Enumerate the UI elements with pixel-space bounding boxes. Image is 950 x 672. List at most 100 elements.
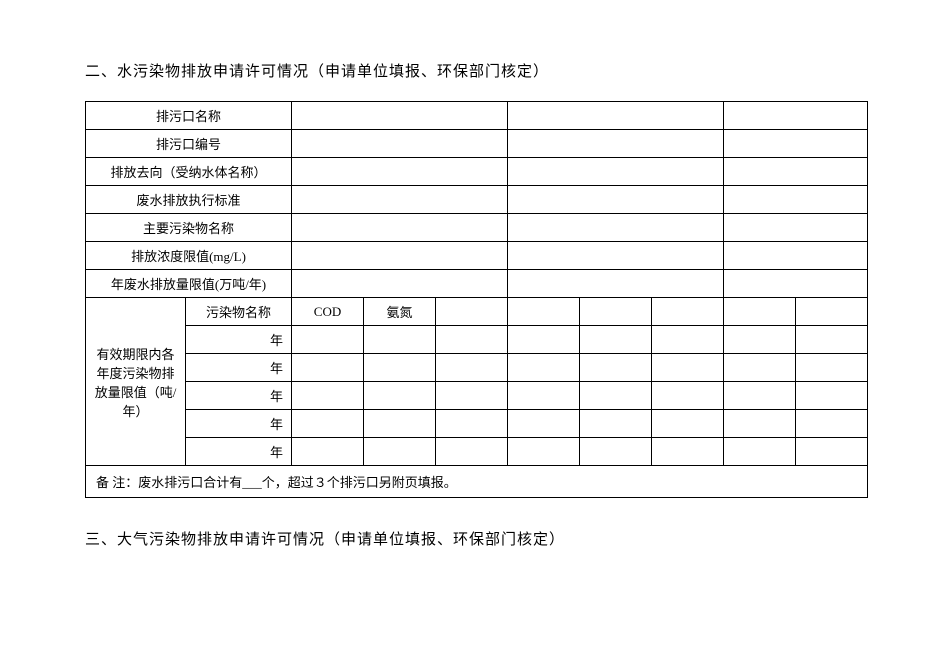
cell-value[interactable] [724, 270, 868, 298]
cell-year-label[interactable]: 年 [186, 382, 292, 410]
cell-value[interactable] [364, 382, 436, 410]
cell-value[interactable] [292, 326, 364, 354]
cell-value[interactable] [652, 326, 724, 354]
cell-value[interactable] [724, 214, 868, 242]
cell-value[interactable] [508, 186, 724, 214]
cell-value[interactable] [652, 298, 724, 326]
water-pollutant-table: 排污口名称 排污口编号 排放去向（受纳水体名称） 废水排放执行标准 主要污染物名… [85, 101, 868, 498]
cell-year-label[interactable]: 年 [186, 326, 292, 354]
table-row: 年 [86, 410, 868, 438]
cell-value[interactable] [364, 354, 436, 382]
row-label-period-limit: 有效期限内各年度污染物排放量限值（吨/年） [86, 298, 186, 466]
cell-value[interactable] [508, 298, 580, 326]
cell-value[interactable] [724, 242, 868, 270]
cell-value[interactable] [508, 354, 580, 382]
cell-value[interactable] [652, 410, 724, 438]
cell-value[interactable] [292, 130, 508, 158]
section2-heading: 二、水污染物排放申请许可情况（申请单位填报、环保部门核定） [85, 60, 865, 81]
cell-value[interactable] [724, 186, 868, 214]
cell-value[interactable] [436, 326, 508, 354]
cell-year-label[interactable]: 年 [186, 410, 292, 438]
cell-value[interactable] [436, 382, 508, 410]
cell-value[interactable] [508, 102, 724, 130]
table-row: 年 [86, 326, 868, 354]
cell-value[interactable] [292, 354, 364, 382]
table-row: 有效期限内各年度污染物排放量限值（吨/年） 污染物名称 COD 氨氮 [86, 298, 868, 326]
row-label-annual-volume-limit: 年废水排放量限值(万吨/年) [86, 270, 292, 298]
table-row: 废水排放执行标准 [86, 186, 868, 214]
cell-value[interactable] [724, 354, 796, 382]
cell-nh3n: 氨氮 [364, 298, 436, 326]
cell-value[interactable] [796, 438, 868, 466]
cell-value[interactable] [508, 130, 724, 158]
cell-value[interactable] [292, 186, 508, 214]
table-row: 年 [86, 354, 868, 382]
cell-value[interactable] [292, 158, 508, 186]
cell-value[interactable] [724, 326, 796, 354]
cell-value[interactable] [292, 214, 508, 242]
table-row: 主要污染物名称 [86, 214, 868, 242]
cell-value[interactable] [508, 242, 724, 270]
cell-value[interactable] [724, 410, 796, 438]
cell-year-label[interactable]: 年 [186, 438, 292, 466]
cell-value[interactable] [508, 326, 580, 354]
cell-value[interactable] [580, 410, 652, 438]
cell-value[interactable] [580, 382, 652, 410]
table-row: 年废水排放量限值(万吨/年) [86, 270, 868, 298]
table-row: 排放去向（受纳水体名称） [86, 158, 868, 186]
cell-value[interactable] [724, 158, 868, 186]
cell-value[interactable] [292, 410, 364, 438]
table-row: 排污口编号 [86, 130, 868, 158]
cell-value[interactable] [796, 410, 868, 438]
cell-value[interactable] [580, 298, 652, 326]
row-label-standard: 废水排放执行标准 [86, 186, 292, 214]
cell-value[interactable] [508, 158, 724, 186]
cell-value[interactable] [580, 438, 652, 466]
cell-value[interactable] [508, 214, 724, 242]
cell-value[interactable] [580, 326, 652, 354]
cell-value[interactable] [724, 382, 796, 410]
cell-value[interactable] [652, 382, 724, 410]
table-row: 排放浓度限值(mg/L) [86, 242, 868, 270]
cell-value[interactable] [796, 298, 868, 326]
row-label-concentration-limit: 排放浓度限值(mg/L) [86, 242, 292, 270]
cell-value[interactable] [292, 242, 508, 270]
cell-value[interactable] [508, 410, 580, 438]
cell-value[interactable] [724, 130, 868, 158]
cell-value[interactable] [292, 382, 364, 410]
cell-value[interactable] [580, 354, 652, 382]
cell-note: 备 注：废水排污口合计有___个，超过３个排污口另附页填报。 [86, 466, 868, 498]
cell-pollutant-name: 污染物名称 [186, 298, 292, 326]
table-row: 年 [86, 382, 868, 410]
cell-value[interactable] [292, 438, 364, 466]
row-label-main-pollutant: 主要污染物名称 [86, 214, 292, 242]
cell-value[interactable] [796, 382, 868, 410]
row-label-direction: 排放去向（受纳水体名称） [86, 158, 292, 186]
table-row: 备 注：废水排污口合计有___个，超过３个排污口另附页填报。 [86, 466, 868, 498]
cell-value[interactable] [796, 326, 868, 354]
cell-value[interactable] [508, 270, 724, 298]
cell-value[interactable] [364, 410, 436, 438]
cell-value[interactable] [508, 382, 580, 410]
cell-value[interactable] [364, 438, 436, 466]
cell-value[interactable] [652, 354, 724, 382]
cell-value[interactable] [292, 102, 508, 130]
cell-value[interactable] [796, 354, 868, 382]
section3-heading: 三、大气污染物排放申请许可情况（申请单位填报、环保部门核定） [85, 528, 865, 549]
row-label-outlet-number: 排污口编号 [86, 130, 292, 158]
cell-value[interactable] [292, 270, 508, 298]
cell-value[interactable] [364, 326, 436, 354]
cell-cod: COD [292, 298, 364, 326]
cell-value[interactable] [508, 438, 580, 466]
cell-value[interactable] [436, 354, 508, 382]
cell-value[interactable] [724, 102, 868, 130]
cell-value[interactable] [436, 438, 508, 466]
cell-value[interactable] [436, 410, 508, 438]
cell-value[interactable] [724, 298, 796, 326]
cell-value[interactable] [436, 298, 508, 326]
cell-value[interactable] [724, 438, 796, 466]
cell-year-label[interactable]: 年 [186, 354, 292, 382]
row-label-outlet-name: 排污口名称 [86, 102, 292, 130]
cell-value[interactable] [652, 438, 724, 466]
table-row: 年 [86, 438, 868, 466]
